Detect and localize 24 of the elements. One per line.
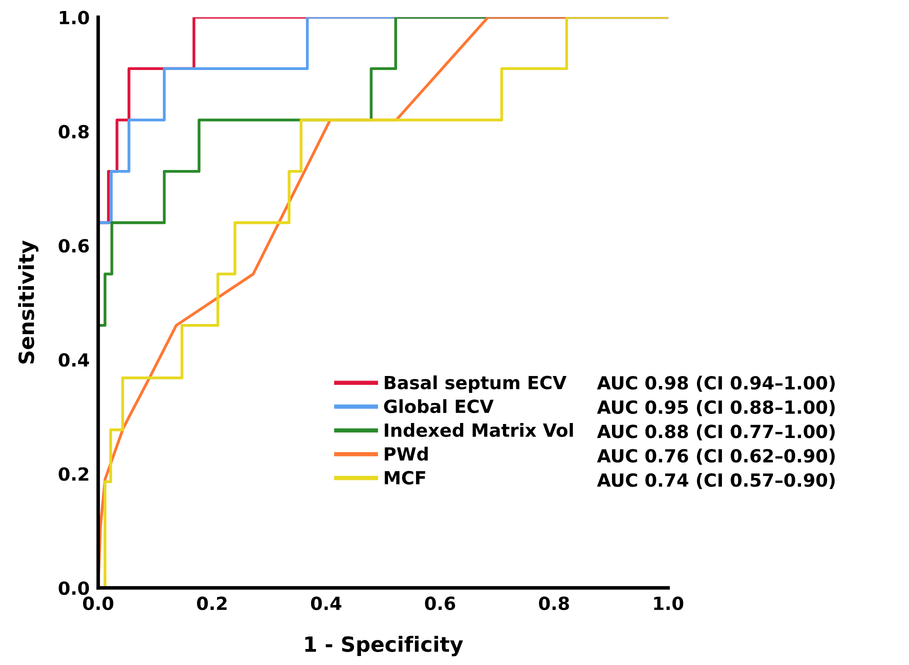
legend-label: MCF (384, 470, 426, 485)
x-tick-label: 1.0 (654, 596, 684, 610)
annotation: AUC 0.74 (CI 0.57–0.90) (597, 472, 835, 490)
y-tick-label: 1.0 (60, 10, 89, 24)
x-tick-label: 0.4 (311, 596, 342, 610)
x-tick-label: 0.0 (83, 596, 114, 610)
x-axis-title: 1 - Specificity (305, 636, 463, 656)
annotation: AUC 0.98 (CI 0.94–1.00) (597, 376, 835, 392)
y-tick-label: 0.0 (58, 581, 89, 595)
y-tick-label: 0.6 (58, 238, 89, 253)
x-tick-label: 0.2 (197, 596, 227, 610)
legend-label: Basal septum ECV (384, 375, 566, 393)
y-tick-label: 0.2 (58, 467, 88, 481)
legend-label: PWd (384, 446, 428, 461)
legend-label: Indexed Matrix Vol (384, 423, 573, 437)
y-tick-label: 0.4 (58, 353, 90, 367)
annotation: AUC 0.76 (CI 0.62–0.90) (597, 448, 835, 465)
x-tick-label: 0.8 (539, 596, 569, 610)
x-tick-label: 0.6 (425, 596, 456, 610)
y-tick-label: 0.8 (58, 124, 89, 139)
y-axis-title: Sensitivity (18, 240, 38, 364)
annotation: AUC 0.95 (CI 0.88–1.00) (597, 400, 835, 416)
legend-label: Global ECV (384, 399, 494, 414)
annotation: AUC 0.88 (CI 0.77–1.00) (597, 424, 835, 440)
